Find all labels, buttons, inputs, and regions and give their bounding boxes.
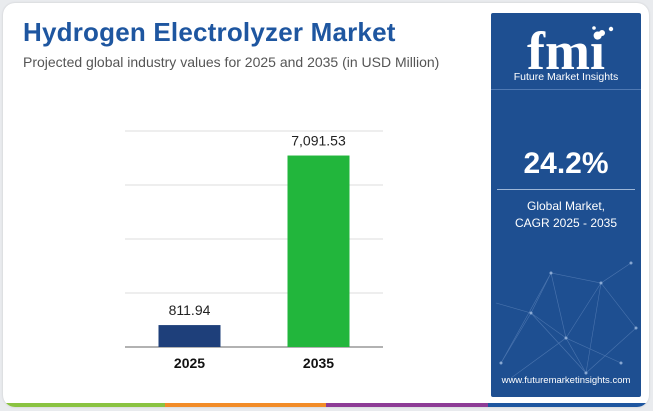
infographic-card: Hydrogen Electrolyzer Market Projected g… (3, 3, 649, 407)
website-url: www.futuremarketinsights.com (501, 375, 631, 386)
divider (491, 89, 641, 90)
cagr-caption-line1: Global Market, (526, 199, 606, 213)
cagr-divider (497, 189, 635, 190)
chart-title: Hydrogen Electrolyzer Market (23, 17, 396, 47)
logo-text: fmi (527, 21, 605, 81)
sidebar-panel: fmi Future Market Insights 24.2% Global … (491, 13, 641, 397)
bar-chart: 811.94 2025 7,091.53 2035 (125, 130, 383, 371)
bar-2025 (158, 325, 221, 347)
cagr-caption-line2: CAGR 2025 - 2035 (514, 216, 618, 230)
data-label: 7,091.53 (291, 133, 346, 149)
chart-subtitle: Projected global industry values for 202… (23, 54, 440, 70)
bottom-color-strip (3, 403, 649, 407)
strip-segment (326, 403, 488, 407)
strip-segment (3, 403, 165, 407)
cagr-value: 24.2% (523, 147, 609, 180)
network-decoration (495, 261, 638, 379)
brand-name: Future Market Insights (513, 71, 619, 83)
bar-2035 (287, 155, 350, 347)
strip-segment (164, 403, 326, 407)
x-tick-label: 2025 (174, 355, 205, 371)
fmi-logo: fmi (527, 21, 614, 81)
x-tick-label: 2035 (303, 355, 334, 371)
strip-segment (487, 403, 649, 407)
data-label: 811.94 (169, 302, 211, 318)
